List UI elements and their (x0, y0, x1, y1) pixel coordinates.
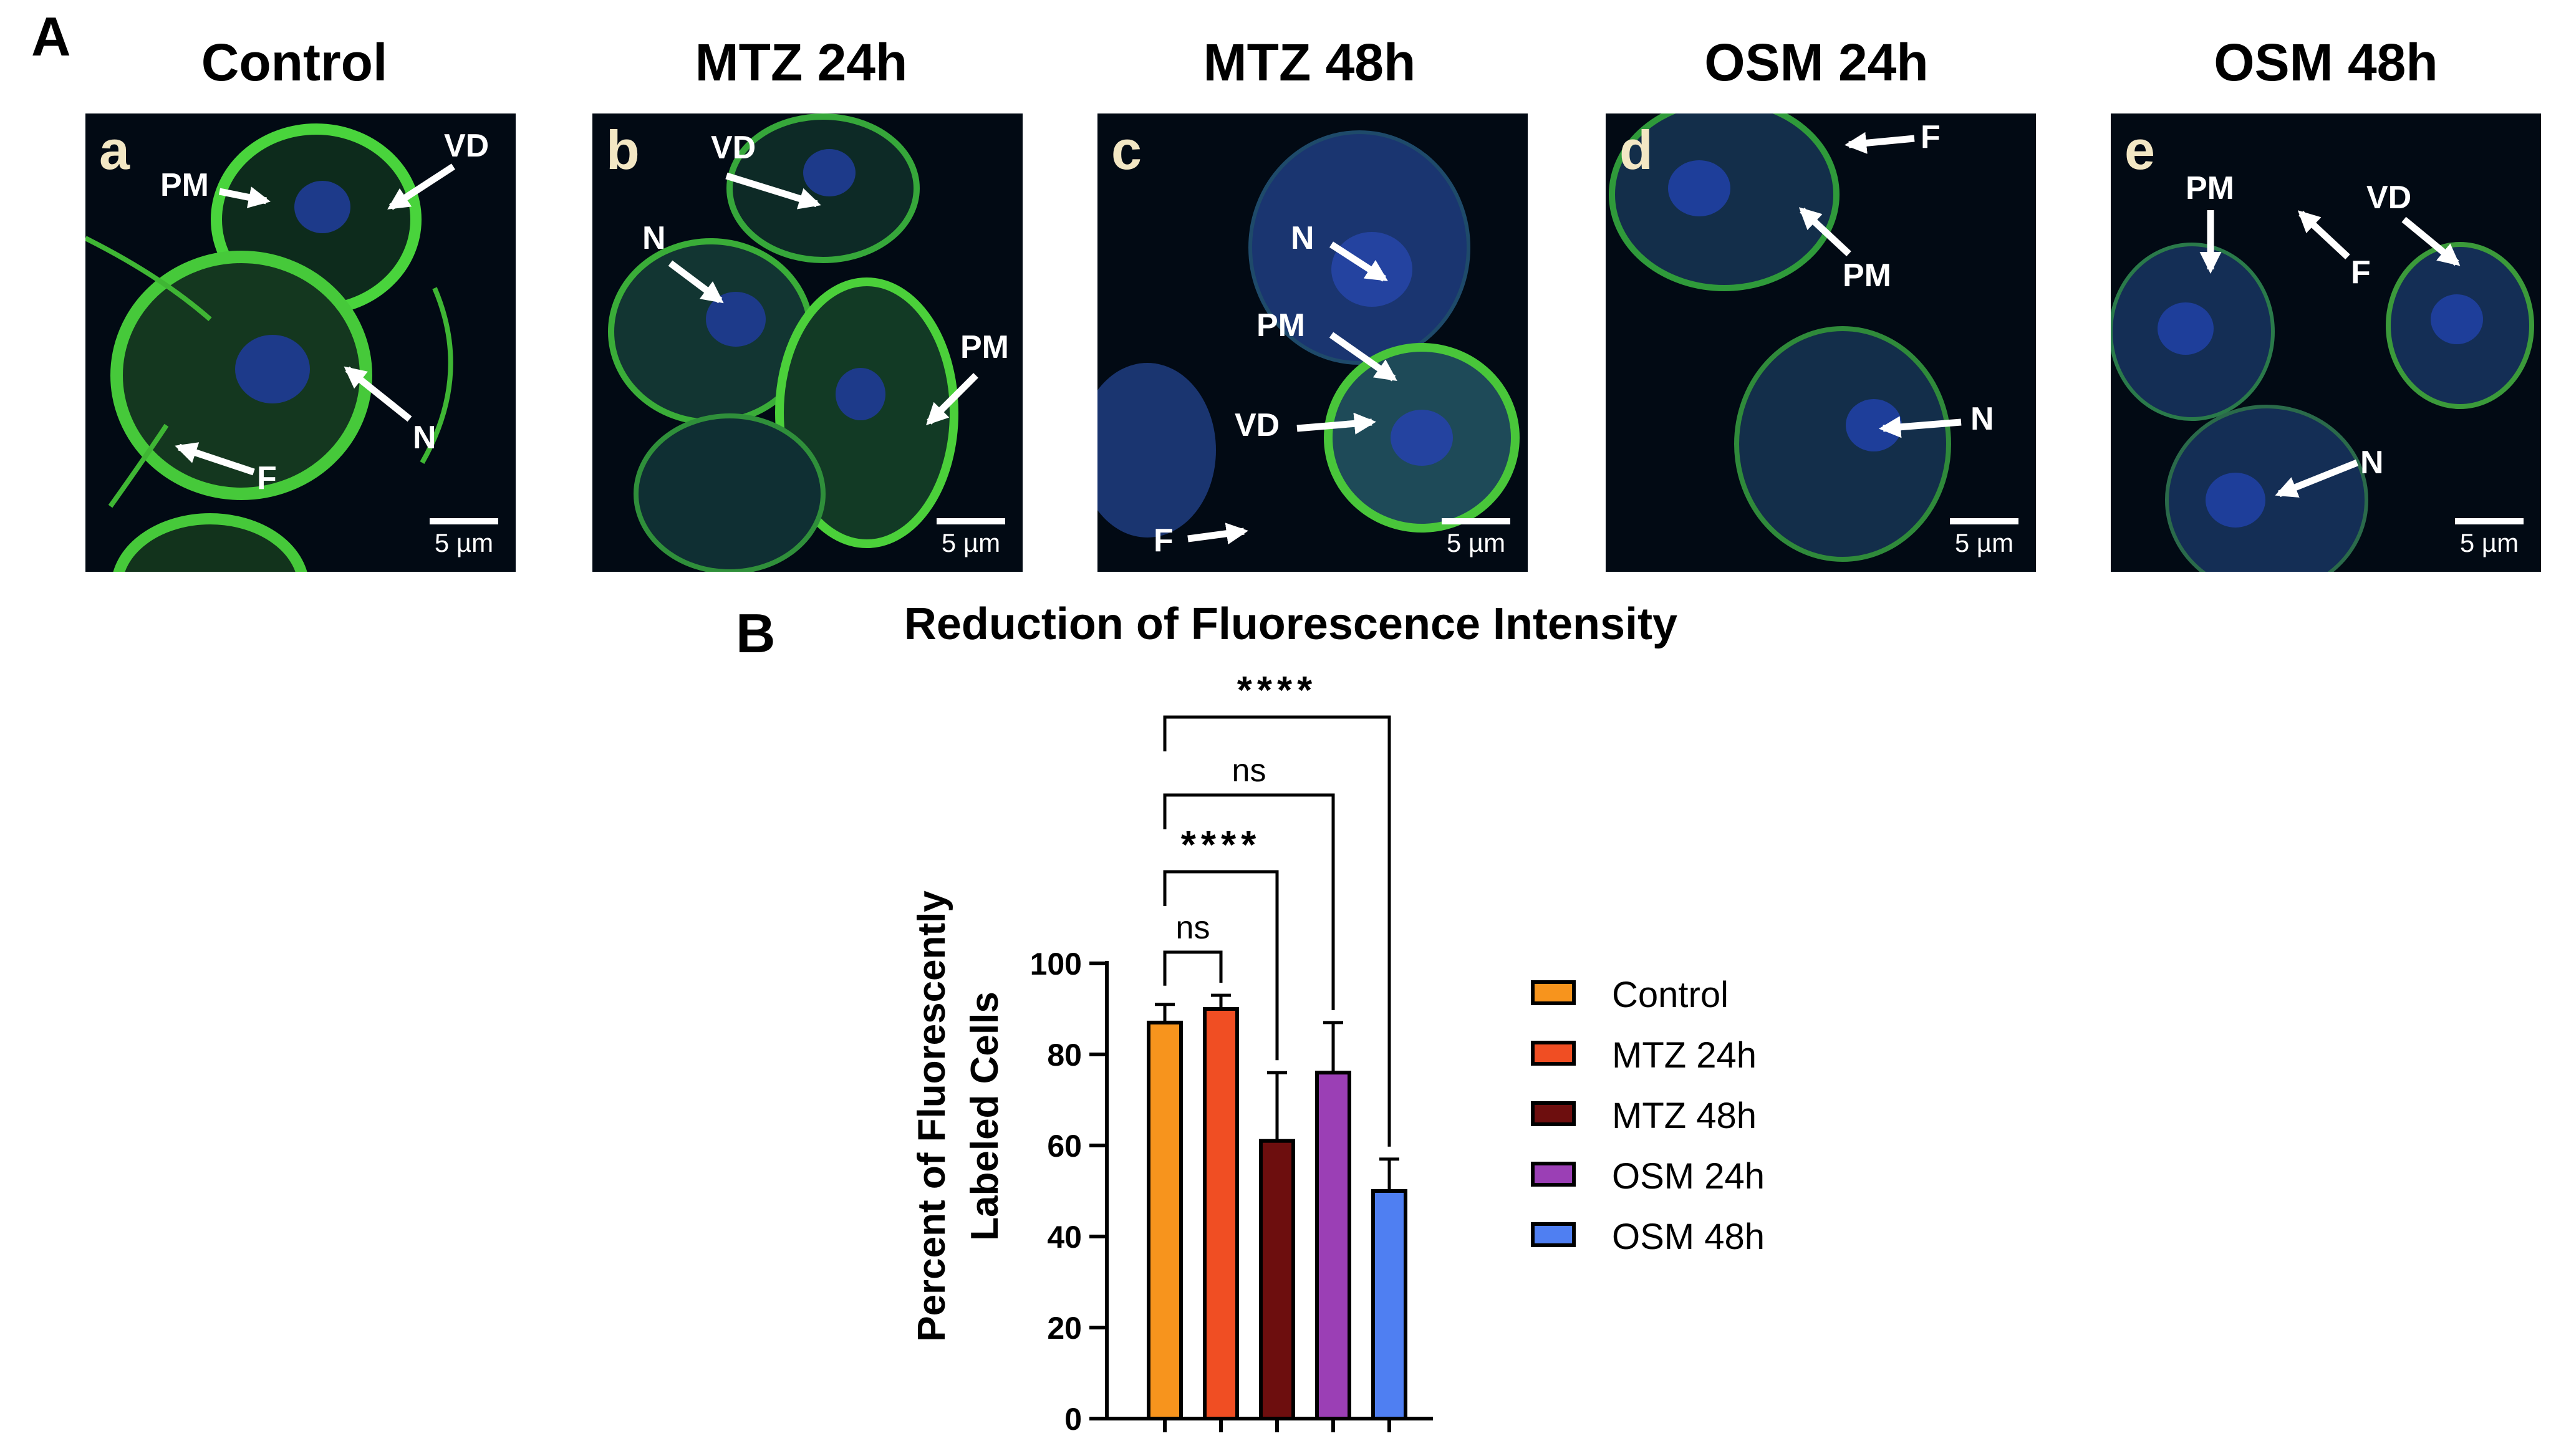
legend-label: OSM 48h (1612, 1217, 1765, 1257)
bar-mtz-48h (1259, 1139, 1295, 1420)
significance-brackets: ns **** ns **** (1163, 669, 1391, 1147)
sublabel-b: b (606, 119, 640, 181)
y-tick-label: 0 (1064, 1402, 1082, 1437)
sublabel-e: e (2124, 119, 2155, 181)
label-f: F (1921, 119, 1941, 155)
label-n: N (413, 420, 436, 456)
bracket (1163, 715, 1391, 1147)
legend-label: OSM 24h (1612, 1156, 1765, 1197)
title-mtz-48h: MTZ 48h (1203, 33, 1416, 92)
label-n: N (2360, 445, 2384, 481)
label-f: F (1154, 523, 1174, 559)
label-n: N (1291, 220, 1314, 256)
chart-title: Reduction of Fluorescence Intensity (904, 599, 1678, 649)
scale-bar: 5 µm (930, 518, 1011, 558)
bar-osm-24h (1315, 1071, 1351, 1420)
label-n: N (642, 220, 666, 256)
label-vd: VD (444, 128, 489, 164)
scale-bar: 5 µm (423, 518, 504, 558)
significance-label: ns (1232, 753, 1266, 789)
legend-label: MTZ 24h (1612, 1035, 1757, 1076)
scale-bar: 5 µm (1435, 518, 1517, 558)
y-axis-label-line: Percent of Fluorescently (910, 890, 953, 1342)
y-tick-label: 60 (1047, 1129, 1082, 1164)
micrograph-mtz-24h: b VD N PM 5 µm (592, 113, 1023, 572)
legend-swatch (1531, 980, 1576, 1005)
micrograph-control: a PM VD N F 5 µm (85, 113, 516, 572)
legend-swatch (1531, 1162, 1576, 1187)
legend-swatch (1531, 1101, 1576, 1126)
y-tick-label: 80 (1047, 1038, 1082, 1073)
label-vd: VD (1235, 407, 1280, 443)
y-axis-label-line: Labeled Cells (963, 991, 1006, 1241)
significance-label: **** (1237, 669, 1318, 712)
y-axis: 0 20 40 60 80 100 (1030, 947, 1433, 1437)
title-osm-48h: OSM 48h (2214, 33, 2438, 92)
sublabel-d: d (1619, 119, 1653, 181)
sublabel-c: c (1111, 119, 1142, 181)
label-pm: PM (1256, 307, 1305, 344)
panel-a-label: A (31, 6, 71, 67)
micrograph-osm-48h: e PM VD F N 5 µm (2111, 113, 2541, 572)
bar-control (1147, 1020, 1183, 1420)
label-vd: VD (2366, 180, 2412, 216)
legend-swatch (1531, 1041, 1576, 1066)
micrograph-mtz-48h: c N PM VD F 5 µm (1097, 113, 1528, 572)
cell-image (1609, 113, 1951, 562)
panel-b-label: B (736, 602, 776, 664)
bracket (1163, 870, 1279, 1061)
y-axis-label: Percent of Fluorescently Labeled Cells (910, 890, 1006, 1342)
bracket (1163, 950, 1223, 986)
label-f: F (2351, 254, 2371, 291)
legend-swatch (1531, 1222, 1576, 1247)
significance-label: ns (1176, 910, 1210, 946)
label-pm: PM (1843, 258, 1891, 294)
cell-image (608, 113, 958, 572)
bar-mtz-24h (1203, 1007, 1239, 1420)
legend-label: MTZ 48h (1612, 1096, 1757, 1136)
title-control: Control (201, 33, 388, 92)
bar-osm-48h (1371, 1189, 1407, 1420)
label-pm: PM (2186, 170, 2234, 206)
bars (1147, 993, 1407, 1420)
micrograph-osm-24h: d F PM N 5 µm (1606, 113, 2036, 572)
sublabel-a: a (99, 119, 130, 181)
cell-image (2111, 242, 2534, 572)
label-pm: PM (960, 329, 1009, 365)
y-tick-label: 100 (1030, 947, 1082, 981)
label-vd: VD (711, 130, 756, 166)
y-tick-label: 40 (1047, 1220, 1082, 1255)
label-pm: PM (160, 167, 209, 203)
significance-label: **** (1181, 824, 1261, 867)
scale-bar: 5 µm (2449, 518, 2530, 558)
title-mtz-24h: MTZ 24h (695, 33, 908, 92)
bracket (1163, 793, 1335, 1010)
title-osm-24h: OSM 24h (1704, 33, 1929, 92)
label-f: F (257, 460, 277, 496)
y-tick-label: 20 (1047, 1311, 1082, 1346)
legend-label: Control (1612, 975, 1729, 1015)
scale-bar: 5 µm (1944, 518, 2025, 558)
label-n: N (1970, 401, 1994, 437)
